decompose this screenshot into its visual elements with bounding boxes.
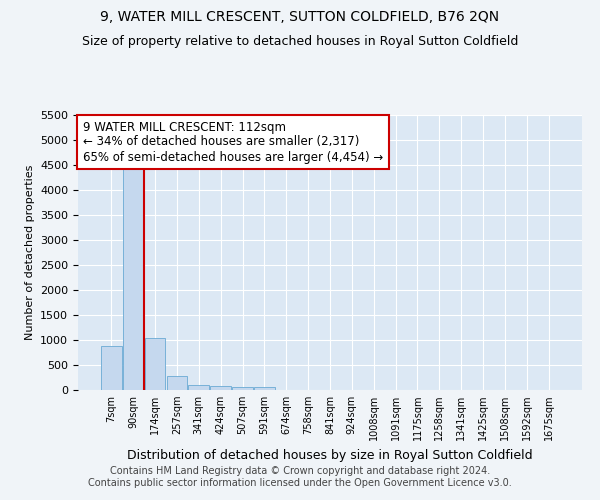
- Bar: [188, 385, 209, 390]
- Bar: [167, 376, 187, 390]
- Text: 9, WATER MILL CRESCENT, SUTTON COLDFIELD, B76 2QN: 9, WATER MILL CRESCENT, SUTTON COLDFIELD…: [100, 10, 500, 24]
- Text: Contains HM Land Registry data © Crown copyright and database right 2024.
Contai: Contains HM Land Registry data © Crown c…: [88, 466, 512, 487]
- Text: Size of property relative to detached houses in Royal Sutton Coldfield: Size of property relative to detached ho…: [82, 35, 518, 48]
- Y-axis label: Number of detached properties: Number of detached properties: [25, 165, 35, 340]
- Bar: [210, 386, 231, 390]
- X-axis label: Distribution of detached houses by size in Royal Sutton Coldfield: Distribution of detached houses by size …: [127, 448, 533, 462]
- Bar: [101, 346, 122, 390]
- Text: 9 WATER MILL CRESCENT: 112sqm
← 34% of detached houses are smaller (2,317)
65% o: 9 WATER MILL CRESCENT: 112sqm ← 34% of d…: [83, 120, 383, 164]
- Bar: [145, 338, 166, 390]
- Bar: [232, 386, 253, 390]
- Bar: [254, 386, 275, 390]
- Bar: [123, 162, 143, 390]
